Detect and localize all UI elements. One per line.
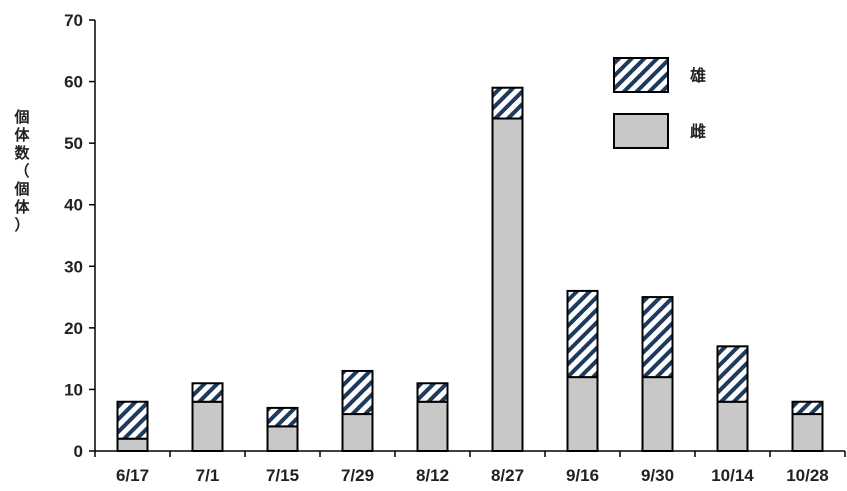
bar-female bbox=[191, 400, 224, 452]
bar-stack bbox=[341, 369, 374, 452]
bar-male bbox=[716, 345, 749, 403]
bar-male bbox=[266, 406, 299, 428]
bar-female bbox=[416, 400, 449, 452]
bar-stack bbox=[791, 400, 824, 452]
x-tick-label: 9/16 bbox=[566, 466, 599, 485]
x-tick-label: 7/29 bbox=[341, 466, 374, 485]
legend-label: 雌 bbox=[690, 122, 706, 141]
bar-stack bbox=[716, 345, 749, 452]
y-tick-label: 20 bbox=[64, 319, 83, 338]
bar-female bbox=[791, 413, 824, 452]
y-axis-label-char: 体 bbox=[14, 198, 30, 216]
x-tick-label: 6/17 bbox=[116, 466, 149, 485]
x-tick-label: 8/12 bbox=[416, 466, 449, 485]
x-tick-label: 9/30 bbox=[641, 466, 674, 485]
bar-female bbox=[341, 413, 374, 452]
legend-item: 雄 bbox=[613, 57, 706, 93]
y-tick-label: 50 bbox=[64, 134, 83, 153]
bar-female bbox=[716, 400, 749, 452]
bar-male bbox=[416, 382, 449, 403]
x-tick-label: 10/28 bbox=[786, 466, 829, 485]
y-axis-label-char: 数 bbox=[14, 144, 30, 162]
bar-male bbox=[566, 289, 599, 379]
bar-male bbox=[116, 400, 149, 440]
legend-label: 雄 bbox=[689, 66, 706, 85]
bar-stack bbox=[491, 86, 524, 452]
bar-female bbox=[266, 425, 299, 452]
y-tick-label: 10 bbox=[64, 380, 83, 399]
y-tick-label: 30 bbox=[64, 257, 83, 276]
x-tick-label: 7/1 bbox=[196, 466, 220, 485]
bar-male bbox=[341, 369, 374, 416]
bar-stack bbox=[416, 382, 449, 452]
x-tick-label: 7/15 bbox=[266, 466, 299, 485]
bar-female bbox=[641, 376, 674, 452]
bar-male bbox=[491, 86, 524, 120]
y-axis-label-char: （ bbox=[14, 162, 29, 180]
bar-stack bbox=[116, 400, 149, 452]
bar-male bbox=[191, 382, 224, 403]
legend: 雄雌 bbox=[613, 57, 706, 149]
y-axis-label-char: 個 bbox=[13, 108, 29, 126]
bar-stack bbox=[641, 296, 674, 452]
bar-female bbox=[566, 376, 599, 452]
bar-male bbox=[791, 400, 824, 416]
y-axis-label-char: 個 bbox=[13, 180, 29, 198]
y-axis: 0 10 20 30 40 50 60 70 bbox=[64, 11, 96, 461]
y-tick-label: 0 bbox=[74, 442, 83, 461]
y-axis-label: 個体数（個体） bbox=[13, 108, 30, 234]
legend-swatch bbox=[613, 57, 669, 93]
bar-male bbox=[641, 296, 674, 379]
y-axis-label-char: ） bbox=[14, 216, 29, 234]
y-tick-label: 40 bbox=[64, 196, 83, 215]
legend-swatch bbox=[613, 113, 669, 149]
x-tick-label: 8/27 bbox=[491, 466, 524, 485]
y-axis-label-char: 体 bbox=[14, 126, 30, 144]
bar-stack bbox=[566, 289, 599, 452]
bars bbox=[116, 86, 824, 452]
bar-stack bbox=[266, 406, 299, 452]
bar-female bbox=[491, 117, 524, 452]
legend-item: 雌 bbox=[613, 113, 706, 149]
bar-female bbox=[116, 437, 149, 452]
y-tick-label: 60 bbox=[64, 73, 83, 92]
bar-stack bbox=[191, 382, 224, 452]
x-axis: 6/17 7/1 7/15 7/29 8/12 8/27 9/16 9/30 10/14 10/2… bbox=[94, 450, 846, 485]
x-tick-label: 10/14 bbox=[711, 466, 754, 485]
y-tick-label: 70 bbox=[64, 11, 83, 30]
